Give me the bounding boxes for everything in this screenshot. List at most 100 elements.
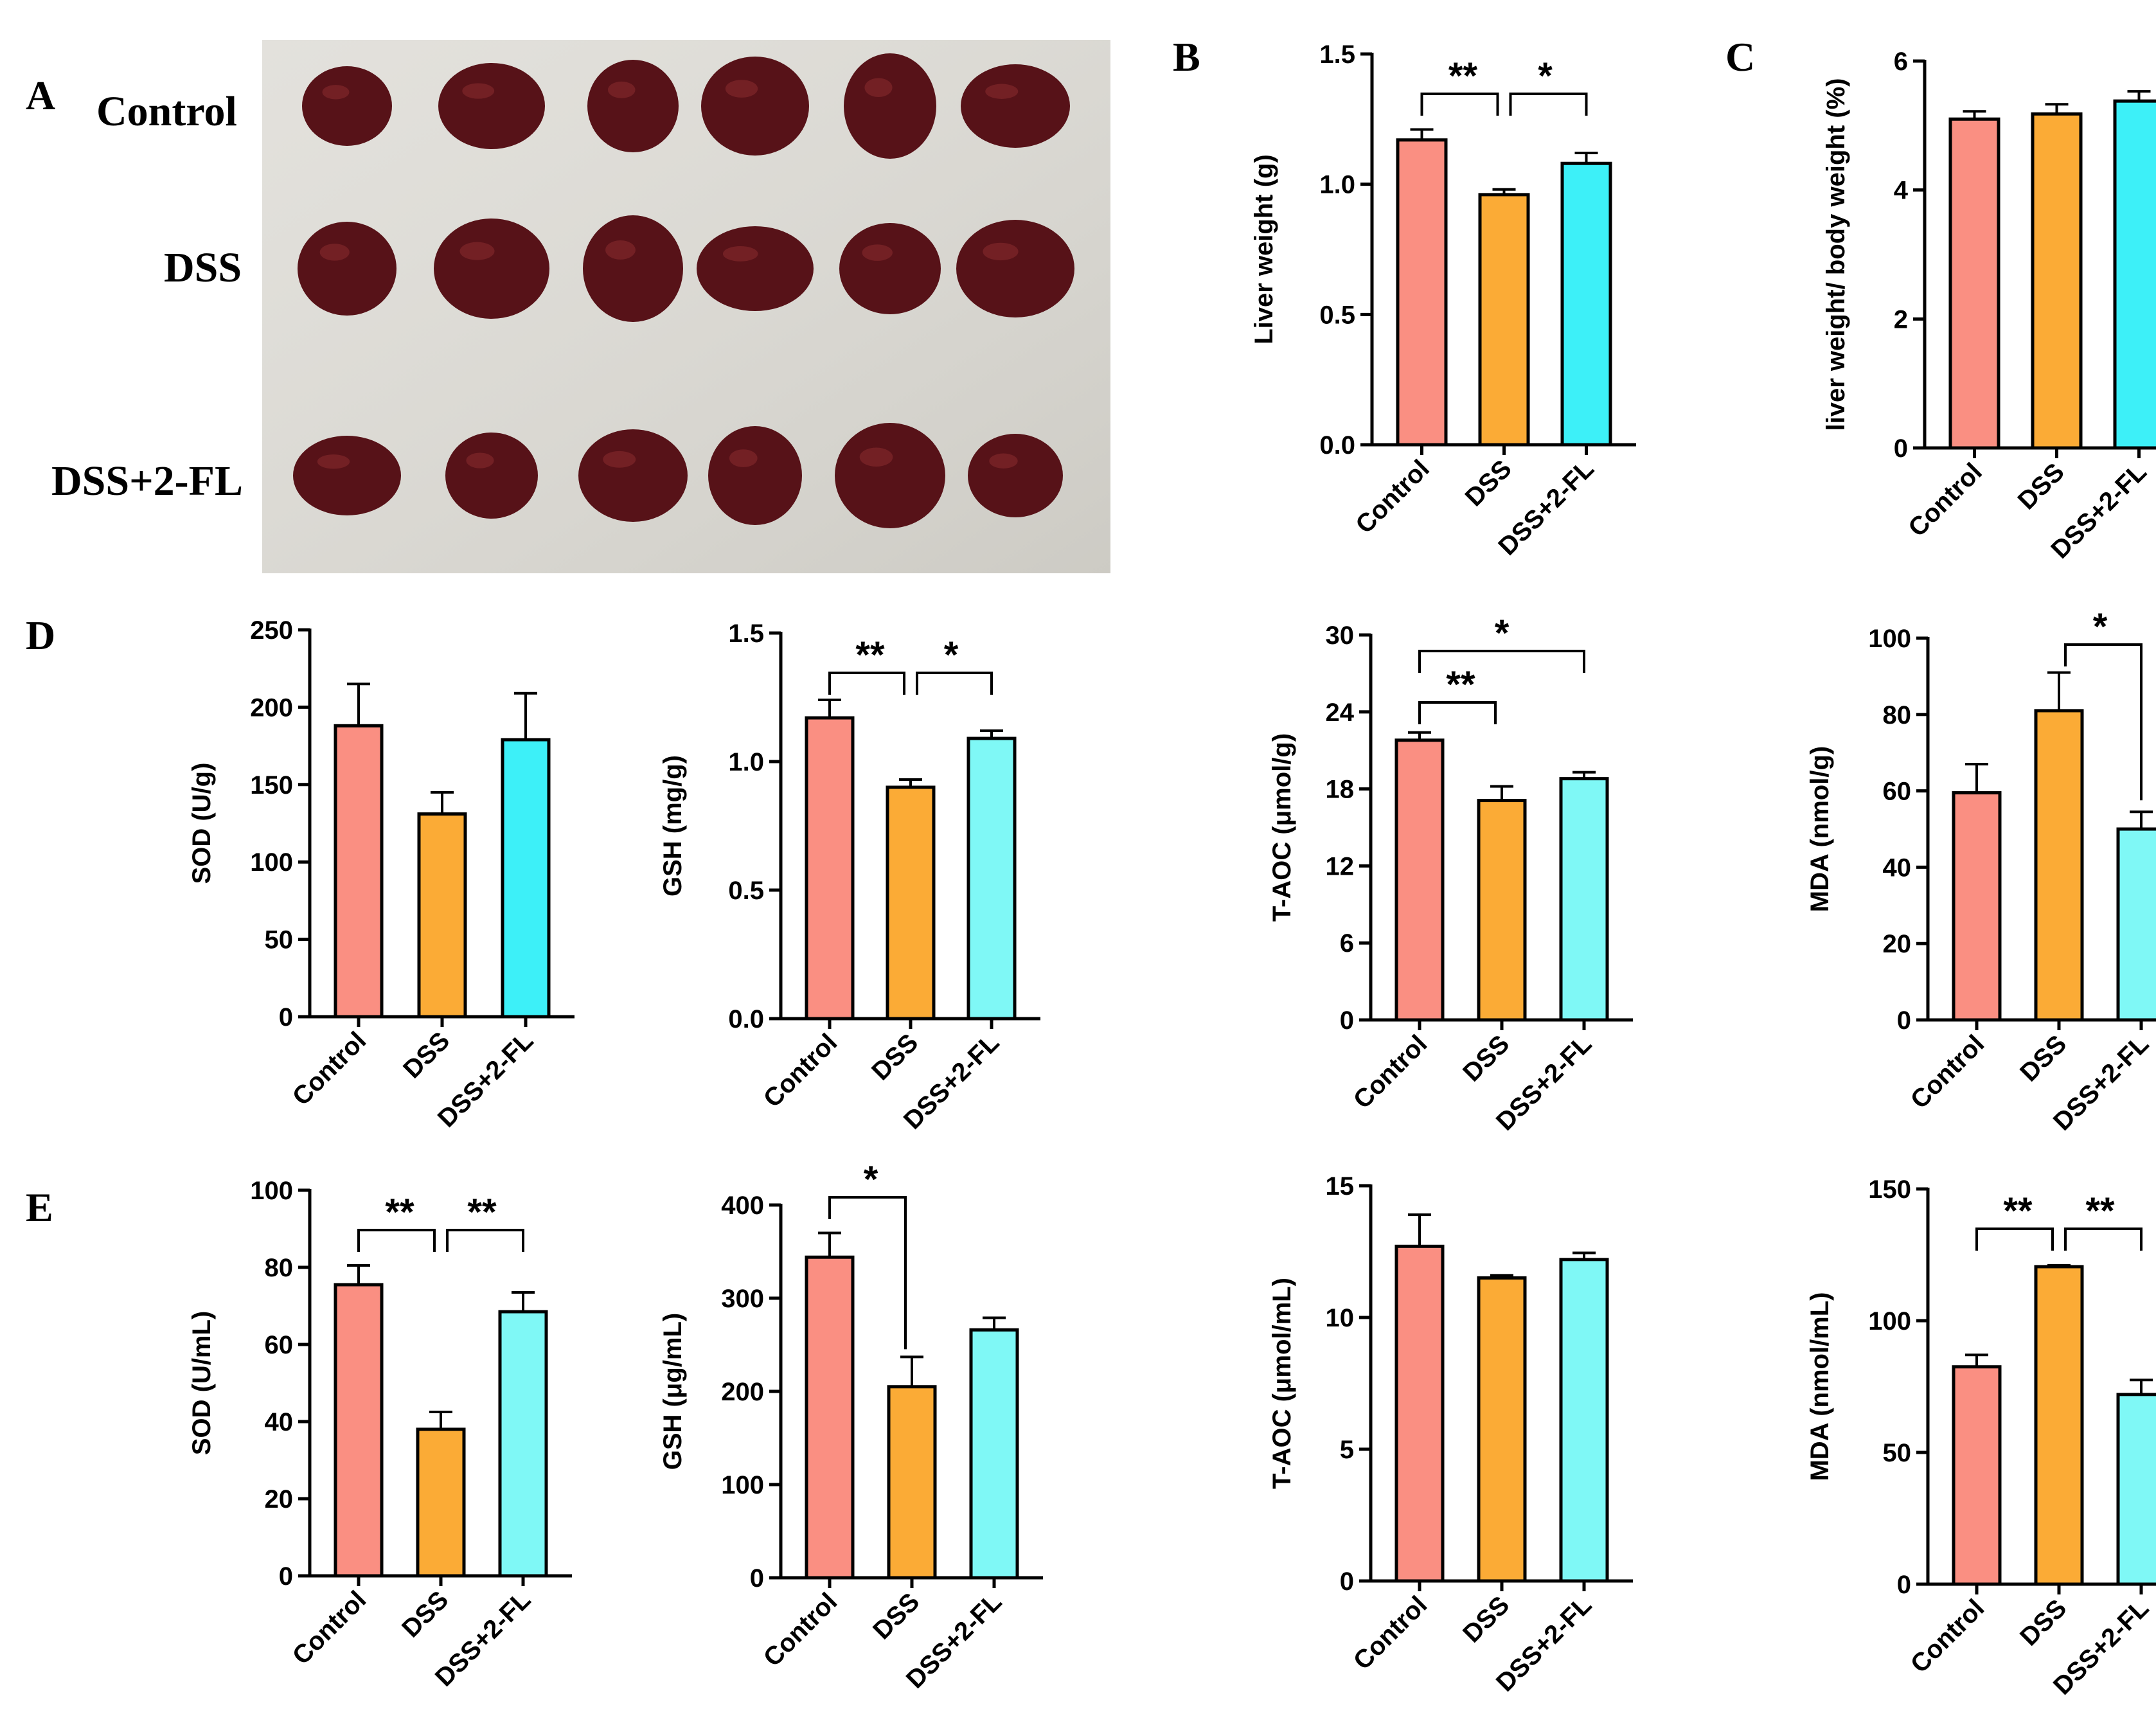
y-axis-label: SOD (U/g) <box>188 763 216 884</box>
significance-label: * <box>944 634 959 676</box>
y-tick-label: 150 <box>250 771 293 799</box>
category-label-dss: DSS <box>1457 1030 1515 1087</box>
significance-label: * <box>1495 612 1510 654</box>
y-axis-label: GSH (mg/g) <box>659 755 687 897</box>
category-label-control: Control <box>1905 1030 1990 1114</box>
bar-control <box>334 1283 384 1578</box>
category-label-dss: DSS <box>1460 454 1517 512</box>
y-tick-label: 30 <box>1326 621 1355 650</box>
y-tick-label: 60 <box>265 1331 294 1359</box>
y-tick-label: 80 <box>265 1254 294 1282</box>
liver-highlight <box>864 78 893 98</box>
y-tick-label: 0 <box>279 1562 293 1591</box>
y-tick-label: 400 <box>721 1192 764 1220</box>
photo-row-label-dss-2fl: DSS+2-FL <box>51 458 243 504</box>
liver-photo <box>262 40 1110 573</box>
category-label-dss: DSS <box>2013 458 2070 515</box>
bar-dss <box>887 1385 937 1580</box>
significance-bracket <box>916 672 993 695</box>
y-tick-label: 60 <box>1883 778 1912 806</box>
category-label-dss: DSS <box>398 1026 455 1084</box>
significance-label: ** <box>2003 1190 2033 1232</box>
y-axis-label: T-AOC (μmol/mL) <box>1268 1278 1296 1489</box>
bar-control <box>1952 791 2002 1022</box>
bar-control <box>1394 738 1445 1022</box>
significance-label: ** <box>467 1192 497 1233</box>
y-tick-label: 80 <box>1883 701 1912 729</box>
significance-bracket <box>828 1196 907 1350</box>
y-tick-label: 40 <box>1883 853 1912 882</box>
liver-sample-1-4 <box>701 57 809 156</box>
bar-dss-2-fl <box>501 738 551 1019</box>
y-tick-label: 10 <box>1326 1304 1355 1332</box>
significance-bracket <box>2064 1228 2143 1251</box>
chart-c-liver-body-ratio: 0 2 4 6 liver weight/ body weight (%) Control… <box>1822 48 2156 564</box>
y-tick-label: 5 <box>1340 1436 1354 1464</box>
y-tick-label: 50 <box>265 926 294 954</box>
liver-highlight <box>459 242 495 260</box>
panel-label-a: A <box>26 73 55 118</box>
bar-control <box>1948 117 2000 450</box>
y-tick-label: 1.0 <box>1319 171 1355 199</box>
y-tick-label: 0 <box>1897 1006 1911 1035</box>
liver-highlight <box>607 81 636 98</box>
significance-label: ** <box>2085 1190 2115 1232</box>
bar-dss-2-fl <box>2113 99 2156 450</box>
y-tick-label: 15 <box>1326 1172 1355 1201</box>
liver-highlight <box>466 452 494 469</box>
bar-control <box>805 1255 855 1580</box>
significance-label: ** <box>1448 55 1478 97</box>
bar-dss <box>2034 1265 2084 1586</box>
y-tick-label: 4 <box>1894 177 1909 205</box>
significance-bracket <box>357 1229 436 1252</box>
category-label-dss: DSS <box>868 1587 925 1645</box>
y-tick-label: 100 <box>250 848 293 877</box>
liver-highlight <box>985 84 1019 99</box>
bar-dss <box>2034 709 2084 1022</box>
y-axis-label: liver weight/ body weight (%) <box>1822 78 1850 431</box>
y-axis-label: T-AOC (μmol/g) <box>1268 733 1296 922</box>
bar-dss <box>1477 1276 1527 1583</box>
liver-sample-2-4 <box>697 226 814 311</box>
category-label-dss: DSS <box>2015 1594 2072 1651</box>
significance-bracket <box>446 1229 524 1252</box>
y-tick-label: 100 <box>721 1471 764 1499</box>
y-axis-label: MDA (nmol/mL) <box>1806 1292 1834 1481</box>
category-label-dss: DSS <box>396 1585 454 1643</box>
bar-dss <box>886 785 936 1021</box>
y-tick-label: 2 <box>1894 305 1908 334</box>
category-label-dss: DSS <box>866 1028 923 1085</box>
category-label-dss: DSS <box>2015 1030 2072 1087</box>
category-label-control: Control <box>1903 458 1988 542</box>
panel-label-e: E <box>26 1184 53 1230</box>
bar-dss <box>1477 799 1527 1022</box>
liver-highlight <box>317 454 350 469</box>
liver-highlight <box>319 244 350 261</box>
liver-sample-3-4 <box>708 426 802 525</box>
y-tick-label: 200 <box>721 1378 764 1406</box>
significance-label: * <box>1538 55 1553 97</box>
y-tick-label: 0 <box>1897 1571 1911 1599</box>
significance-label: * <box>864 1159 878 1201</box>
category-label-control: Control <box>287 1585 372 1670</box>
bar-dss-2-fl <box>967 737 1017 1021</box>
y-tick-label: 1.0 <box>728 748 764 776</box>
significance-bracket <box>1418 701 1497 724</box>
liver-sample-3-1 <box>293 436 401 515</box>
liver-highlight <box>983 242 1019 261</box>
liver-highlight <box>725 80 758 98</box>
liver-highlight <box>462 83 495 99</box>
liver-sample-2-2 <box>434 219 549 319</box>
y-tick-label: 0 <box>1340 1006 1354 1035</box>
y-tick-label: 6 <box>1894 48 1908 76</box>
category-label-control: Control <box>1350 454 1435 539</box>
liver-highlight <box>859 447 893 467</box>
liver-sample-1-2 <box>438 63 545 149</box>
